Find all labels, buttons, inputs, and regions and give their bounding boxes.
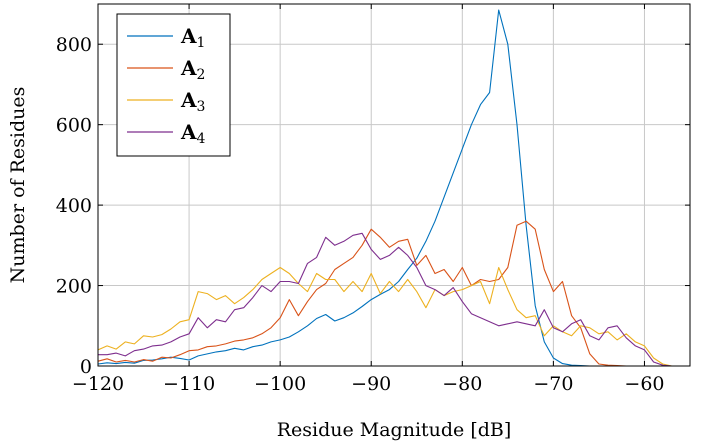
series-line-a3 bbox=[97, 266, 690, 367]
series-line-a2 bbox=[97, 220, 690, 367]
x-tick-label: −90 bbox=[351, 373, 391, 395]
legend-label-a3: A3 bbox=[180, 88, 205, 115]
y-tick-label: 400 bbox=[56, 195, 92, 217]
axis-ticks: −120 −110 −100 −90 −80 −70 −60 0 200 400 600 800 bbox=[56, 4, 690, 395]
legend-label-a4: A4 bbox=[180, 120, 206, 147]
legend-label-a1: A1 bbox=[180, 24, 205, 51]
y-tick-label: 800 bbox=[56, 34, 92, 56]
x-tick-label: −80 bbox=[442, 373, 482, 395]
x-tick-label: −120 bbox=[72, 373, 124, 395]
legend: A1 A2 A3 A4 bbox=[116, 13, 231, 157]
x-axis-label: Residue Magnitude [dB] bbox=[277, 419, 512, 441]
x-tick-label: −110 bbox=[163, 373, 215, 395]
y-tick-label: 600 bbox=[56, 115, 92, 137]
x-tick-label: −100 bbox=[254, 373, 306, 395]
y-axis-label: Number of Residues bbox=[7, 87, 29, 284]
y-tick-label: 200 bbox=[56, 276, 92, 298]
y-tick-label: 0 bbox=[80, 356, 92, 378]
legend-box bbox=[116, 13, 231, 157]
x-tick-label: −60 bbox=[624, 373, 664, 395]
x-tick-label: −70 bbox=[533, 373, 573, 395]
series-line-a4 bbox=[98, 232, 690, 367]
plot-frame bbox=[97, 3, 691, 367]
legend-label-a2: A2 bbox=[180, 56, 205, 83]
